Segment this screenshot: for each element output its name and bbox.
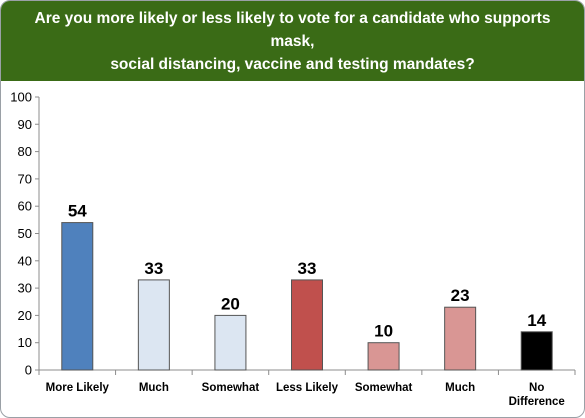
x-tick-label: No Difference bbox=[509, 382, 565, 408]
chart-title: Are you more likely or less likely to vo… bbox=[34, 9, 551, 73]
bar bbox=[291, 279, 323, 371]
data-label: 14 bbox=[527, 311, 546, 330]
bar bbox=[444, 306, 477, 371]
bar bbox=[137, 279, 170, 371]
data-label: 54 bbox=[68, 202, 87, 221]
x-tick-label: Much bbox=[139, 382, 169, 394]
x-tick-label: Less Likely bbox=[276, 382, 339, 394]
y-tick-label: 0 bbox=[25, 363, 32, 378]
bar bbox=[61, 222, 94, 371]
bar bbox=[520, 331, 553, 371]
y-tick-label: 60 bbox=[18, 199, 32, 214]
x-tick-label: More Likely bbox=[46, 382, 110, 394]
y-tick-label: 20 bbox=[18, 308, 32, 323]
y-tick-label: 80 bbox=[18, 144, 32, 159]
y-tick-label: 70 bbox=[18, 171, 32, 186]
y-tick-label: 10 bbox=[18, 335, 32, 350]
title-banner: Are you more likely or less likely to vo… bbox=[1, 1, 584, 81]
data-label: 23 bbox=[451, 286, 470, 305]
x-tick-label: Somewhat bbox=[355, 382, 413, 394]
y-tick-label: 90 bbox=[18, 117, 32, 132]
y-tick-label: 50 bbox=[18, 226, 32, 241]
data-label: 10 bbox=[374, 322, 393, 341]
y-tick-label: 30 bbox=[18, 281, 32, 296]
bar bbox=[367, 342, 400, 371]
y-tick-label: 100 bbox=[10, 90, 32, 105]
y-tick-label: 40 bbox=[18, 253, 32, 268]
bar bbox=[214, 314, 247, 371]
data-label: 33 bbox=[298, 259, 317, 278]
data-label: 33 bbox=[144, 259, 163, 278]
x-tick-label: Much bbox=[445, 382, 475, 394]
data-label: 20 bbox=[221, 294, 240, 313]
x-tick-label: Somewhat bbox=[202, 382, 260, 394]
